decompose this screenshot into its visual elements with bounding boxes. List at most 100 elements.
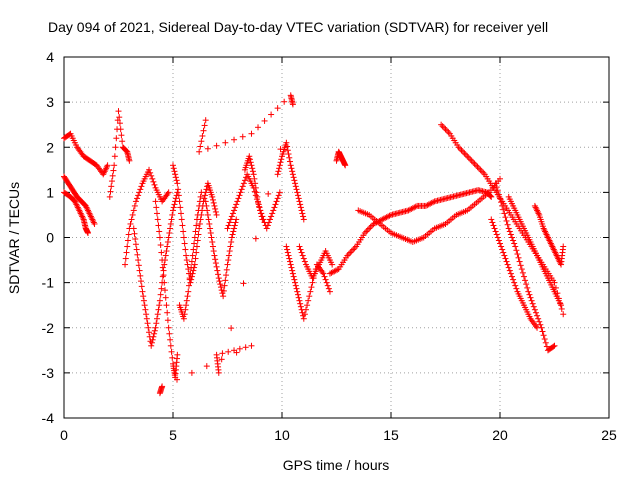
data-point-track-n-interp bbox=[285, 252, 292, 259]
data-point-outliers-interp bbox=[201, 122, 208, 129]
data-point-track-i-interp bbox=[181, 311, 188, 318]
data-point-track-u-interp bbox=[512, 282, 519, 289]
data-point-track-q-interp bbox=[487, 193, 494, 200]
data-point-outliers-interp bbox=[199, 132, 206, 139]
data-point-track-f-interp bbox=[167, 225, 174, 232]
data-point-track-u-interp bbox=[491, 225, 498, 232]
data-point-track-m-interp bbox=[284, 143, 291, 150]
data-point-outliers-interp bbox=[281, 98, 288, 105]
data-point-track-t-interp bbox=[543, 343, 550, 350]
data-point-track-d-interp bbox=[107, 188, 114, 195]
data-point-track-f-interp bbox=[150, 333, 157, 340]
data-point-track-n-interp bbox=[323, 279, 330, 286]
data-point-track-u-interp bbox=[500, 249, 507, 256]
data-point-track-j-interp bbox=[206, 220, 213, 227]
data-point-track-f-interp bbox=[167, 220, 174, 227]
data-point-track-f-interp bbox=[156, 302, 163, 309]
data-point-track-f-interp bbox=[154, 311, 161, 318]
data-point-track-l-interp bbox=[249, 168, 256, 175]
data-point-track-n-interp bbox=[286, 258, 293, 265]
data-point-track-g-interp bbox=[159, 257, 166, 264]
x-tick-label: 15 bbox=[383, 427, 399, 443]
data-point-outliers-interp bbox=[255, 124, 262, 131]
data-point-track-t-interp bbox=[528, 297, 535, 304]
data-point-track-t-interp bbox=[522, 277, 529, 284]
data-point-track-j-interp bbox=[220, 287, 227, 294]
data-point-track-h-interp bbox=[183, 257, 190, 264]
data-point-track-s-interp bbox=[445, 129, 452, 136]
data-point-outliers-interp bbox=[242, 344, 249, 351]
data-point-track-m-interp bbox=[288, 165, 295, 172]
data-point-track-j-interp bbox=[226, 248, 233, 255]
data-point-track-j-interp bbox=[216, 278, 223, 285]
data-point-track-s-interp bbox=[478, 168, 485, 175]
data-point-track-g-interp bbox=[162, 294, 169, 301]
data-point-track-j bbox=[233, 216, 240, 223]
data-point-outliers-interp bbox=[239, 133, 246, 140]
data-point-track-m-interp bbox=[290, 174, 297, 181]
data-point-track-l-interp bbox=[252, 184, 259, 191]
data-point-track-n-interp bbox=[284, 249, 291, 256]
data-point-track-l-interp bbox=[251, 175, 258, 182]
data-point-track-j-interp bbox=[212, 256, 219, 263]
data-point-track-t-interp bbox=[526, 291, 533, 298]
data-point-track-g-interp bbox=[159, 264, 166, 271]
data-point-outliers-interp bbox=[274, 105, 281, 112]
data-point-track-t-interp bbox=[493, 184, 500, 191]
data-point-track-f bbox=[143, 315, 150, 322]
data-point-track-j-interp bbox=[208, 234, 215, 241]
data-point-track-h bbox=[174, 180, 181, 187]
data-point-track-s-interp bbox=[475, 165, 482, 172]
x-tick-label: 10 bbox=[274, 427, 290, 443]
data-point-track-h-interp bbox=[182, 246, 189, 253]
data-point-track-j-interp bbox=[230, 228, 237, 235]
data-point-track-t bbox=[505, 225, 512, 232]
data-point-track-d-interp bbox=[119, 138, 126, 145]
data-point-track-t bbox=[525, 288, 532, 295]
data-point-track-f bbox=[156, 297, 163, 304]
data-point-track-f-interp bbox=[164, 243, 171, 250]
data-point-track-t-interp bbox=[506, 228, 513, 235]
data-point-track-q-interp bbox=[364, 226, 371, 233]
data-point-track-m-interp bbox=[299, 210, 306, 217]
data-point-track-e-interp bbox=[136, 189, 143, 196]
data-point-track-g-interp bbox=[153, 204, 160, 211]
data-point-track-g-interp bbox=[157, 242, 164, 249]
data-point-track-q-interp bbox=[367, 223, 374, 230]
data-point-track-f-interp bbox=[157, 291, 164, 298]
data-point-track-t bbox=[512, 243, 519, 250]
data-point-track-j-interp bbox=[222, 277, 229, 284]
data-point-track-j bbox=[211, 252, 218, 259]
data-point-track-q-interp bbox=[347, 249, 354, 256]
data-point-track-k-interp bbox=[236, 192, 243, 199]
data-point-track-f-interp bbox=[170, 204, 177, 211]
data-point-track-e-interp bbox=[135, 192, 142, 199]
data-point-track-d-interp bbox=[116, 114, 123, 121]
data-point-track-g-interp bbox=[167, 342, 174, 349]
data-point-track-m-interp bbox=[298, 207, 305, 214]
data-point-track-u-interp bbox=[506, 267, 513, 274]
data-point-track-f-interp bbox=[135, 262, 142, 269]
data-point-track-d-interp bbox=[109, 172, 116, 179]
data-point-track-h-interp bbox=[180, 228, 187, 235]
data-point-track-t-interp bbox=[500, 206, 507, 213]
data-point-track-e bbox=[165, 189, 172, 196]
data-point-track-u-interp bbox=[513, 285, 520, 292]
data-point-track-g-interp bbox=[158, 249, 165, 256]
data-point-track-t bbox=[518, 266, 525, 273]
data-point-track-u-interp bbox=[490, 222, 497, 229]
data-point-track-m-interp bbox=[297, 201, 304, 208]
data-point-track-d-interp bbox=[112, 144, 119, 151]
data-point-track-t-interp bbox=[534, 312, 541, 319]
data-point-track-m-interp bbox=[292, 183, 299, 190]
data-point-track-f bbox=[170, 207, 176, 214]
data-point-track-i bbox=[198, 189, 205, 196]
data-point-track-j-interp bbox=[228, 239, 235, 246]
data-point-track-f bbox=[139, 288, 146, 295]
data-point-track-t-interp bbox=[520, 273, 527, 280]
data-point-track-n-interp bbox=[325, 285, 332, 292]
y-tick-label: 3 bbox=[46, 94, 54, 110]
data-point-track-n-interp bbox=[322, 276, 329, 283]
data-point-track-h-interp bbox=[201, 195, 208, 202]
data-point-track-m-interp bbox=[294, 192, 301, 199]
